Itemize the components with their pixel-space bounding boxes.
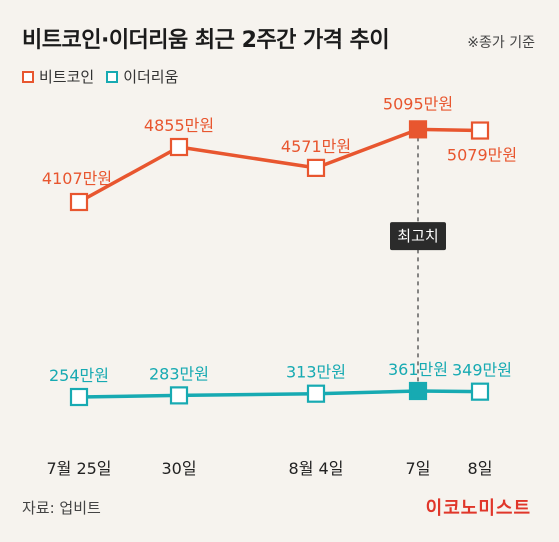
data-point-eth	[306, 384, 326, 403]
data-point-eth	[470, 382, 490, 401]
x-tick-label: 8월 4일	[289, 459, 344, 478]
basis-note: ※종가 기준	[467, 35, 535, 51]
legend-label-eth: 이더리움	[123, 68, 179, 86]
data-point-eth	[69, 387, 89, 407]
brand-logo: 이코노미스트	[425, 498, 531, 519]
data-label-btc: 5079만원	[447, 146, 517, 165]
btc-swatch-icon	[22, 70, 34, 83]
eth-swatch-icon	[106, 70, 119, 83]
data-label-btc: 5095만원	[383, 94, 453, 113]
data-point-btc	[306, 158, 326, 177]
data-label-btc: 4855만원	[144, 116, 214, 135]
data-point-btc	[169, 137, 189, 157]
legend-item-eth: 이더리움	[106, 66, 178, 87]
x-tick-label: 7일	[406, 459, 431, 478]
x-tick-label: 7월 25일	[46, 459, 111, 478]
legend-label-btc: 비트코인	[39, 68, 95, 86]
chart-title: 비트코인·이더리움 최근 2주간 가격 추이	[22, 28, 390, 53]
data-point-btc	[408, 120, 428, 139]
data-point-btc	[470, 121, 490, 140]
peak-callout-box	[390, 222, 446, 251]
data-label-eth: 283만원	[149, 364, 209, 383]
data-point-eth	[169, 386, 189, 405]
legend-item-btc: 비트코인	[22, 66, 94, 87]
data-point-btc	[69, 192, 89, 212]
legend: 비트코인 이더리움	[22, 66, 178, 87]
data-label-btc: 4571만원	[281, 137, 351, 156]
series-line-btc	[78, 127, 481, 204]
data-label-eth: 254만원	[49, 366, 109, 385]
x-tick-label: 8일	[468, 459, 493, 478]
data-label-eth: 313만원	[286, 363, 346, 382]
peak-callout-label: 최고치	[397, 227, 438, 245]
data-label-eth: 361만원	[388, 360, 448, 379]
x-tick-label: 30일	[161, 459, 196, 478]
data-label-eth: 349만원	[452, 361, 512, 380]
data-label-btc: 4107만원	[42, 169, 112, 188]
data-point-eth	[408, 381, 428, 401]
source-note: 자료: 업비트	[22, 499, 101, 517]
